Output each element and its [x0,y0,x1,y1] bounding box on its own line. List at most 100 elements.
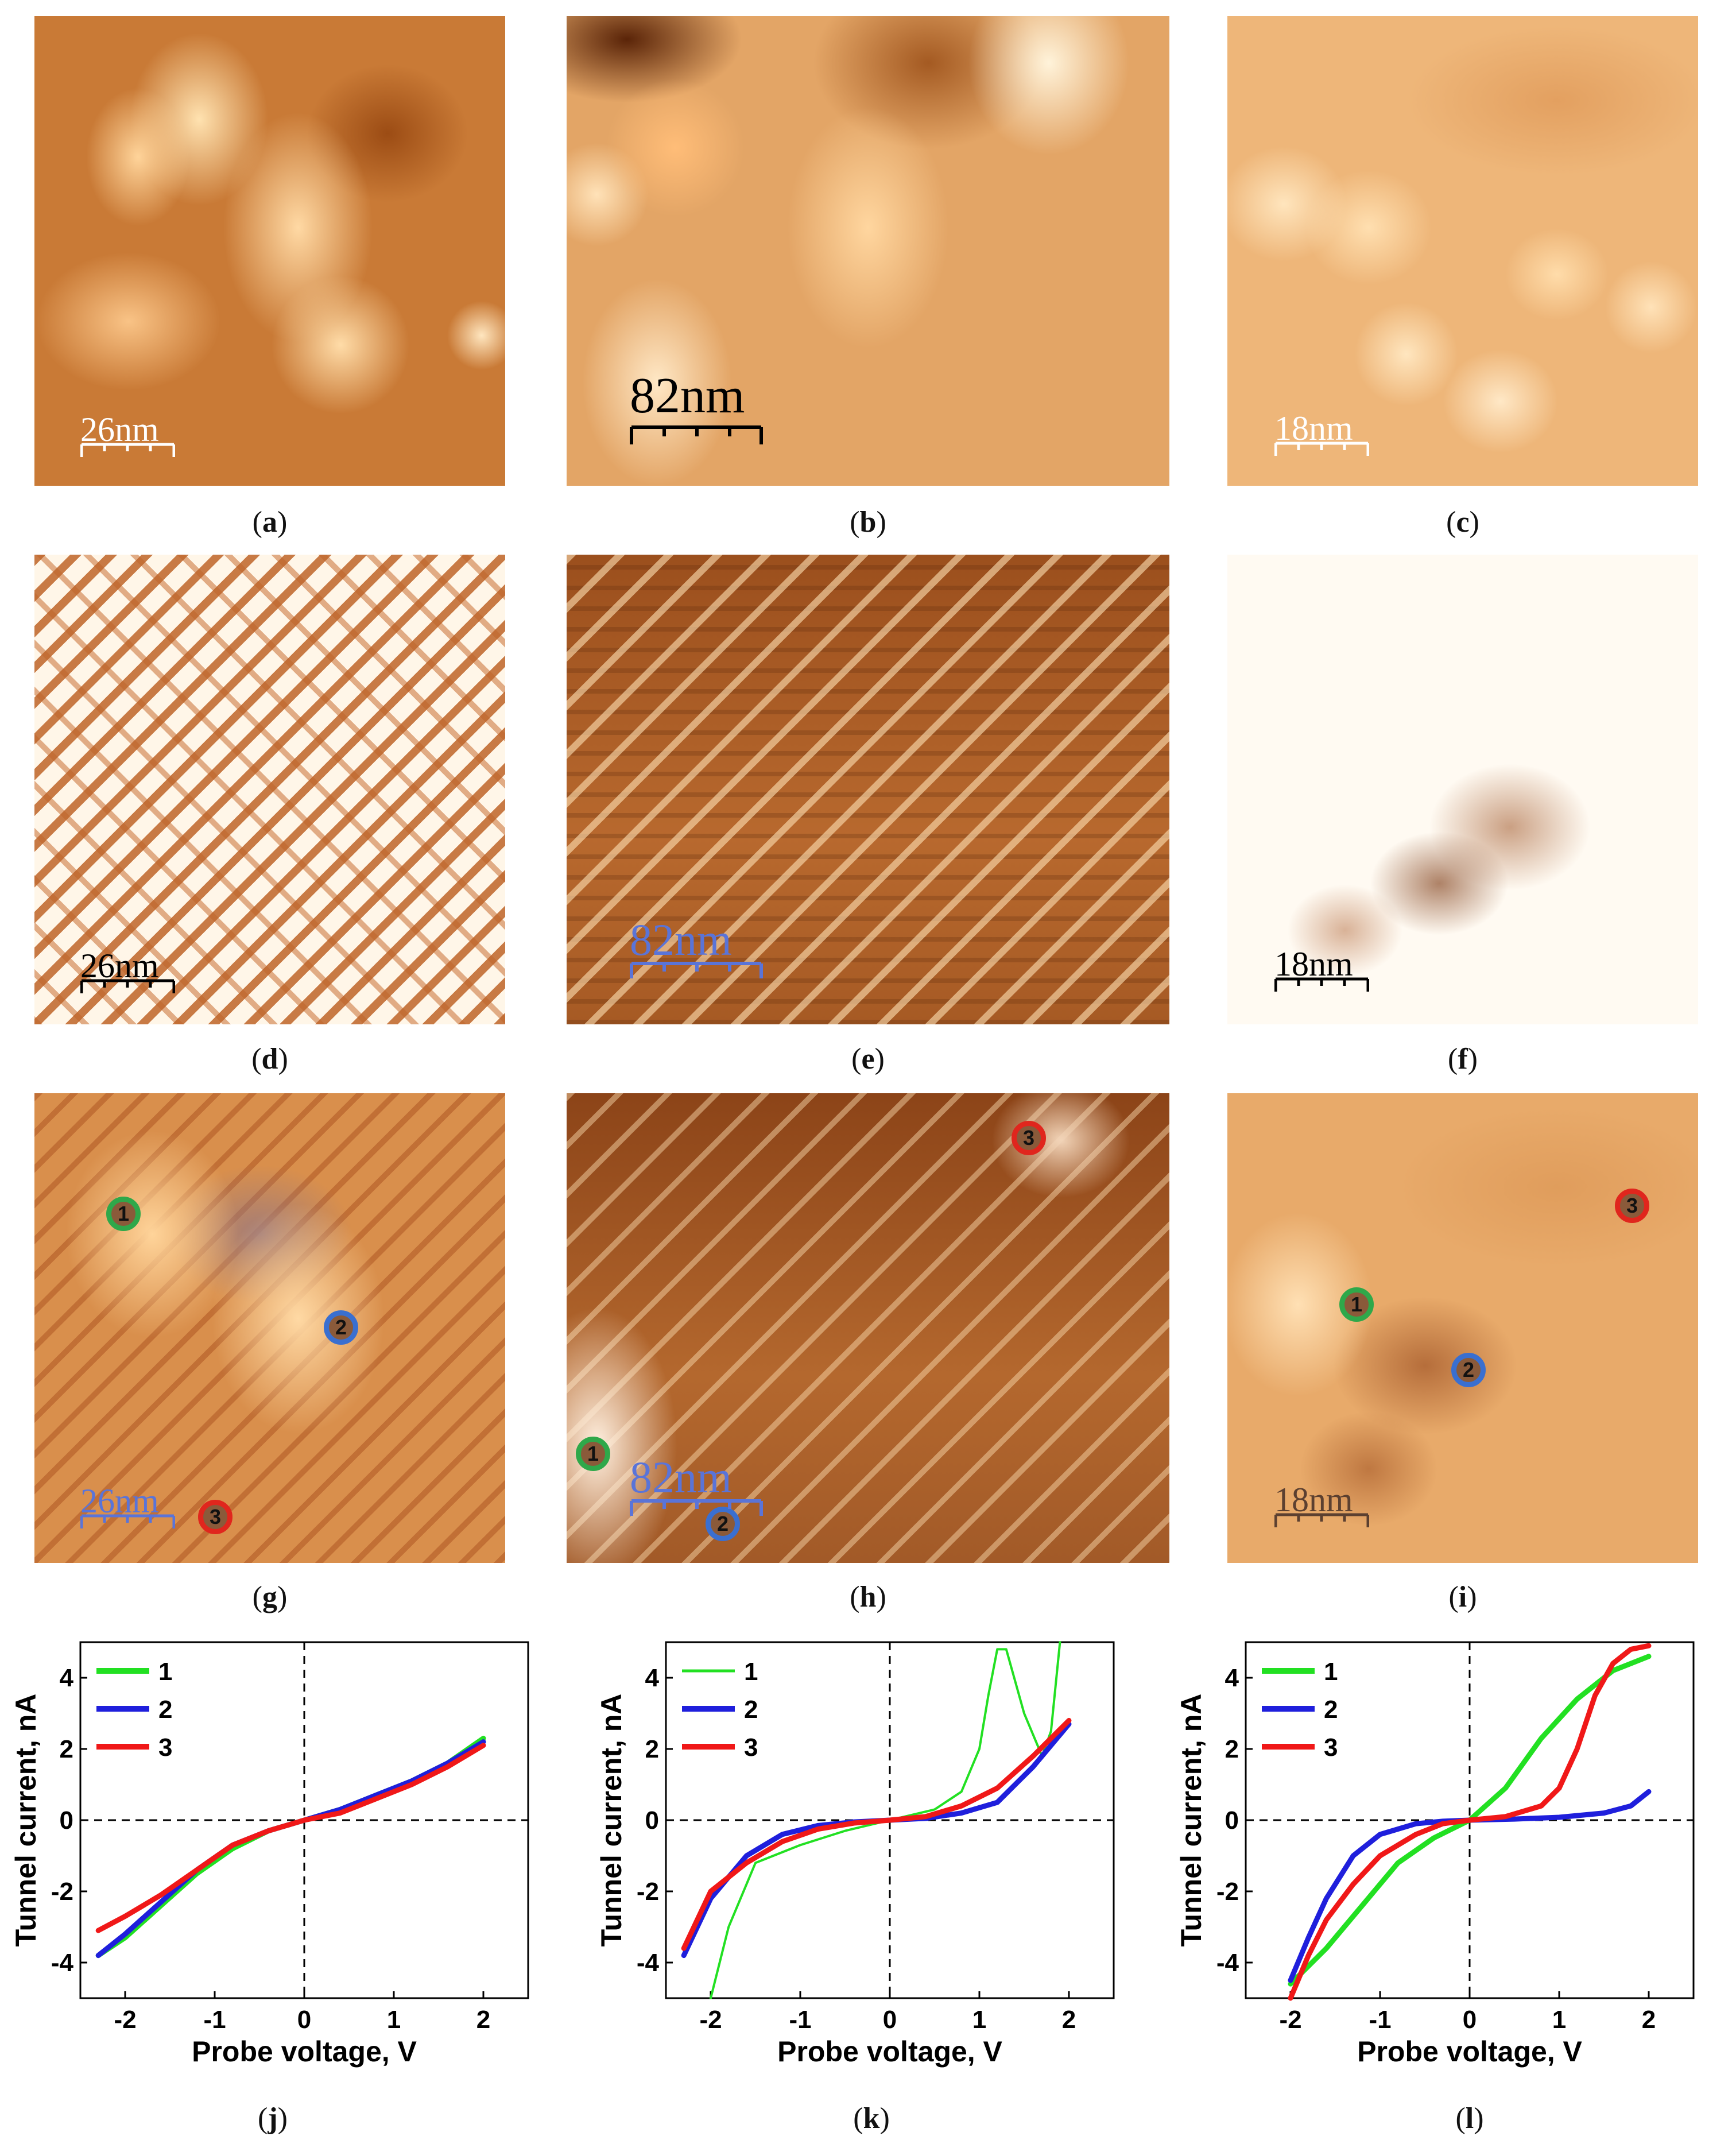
chart-j-xtick-label-2: 0 [297,2006,311,2034]
iv-plot-k: -2 -1 0 1 2 -4 -2 0 2 4 Probe voltage, V Tunnel cur… [595,1641,1115,2068]
chart-j-xtick-label-3: 1 [387,2006,401,2034]
scalebar-i: 18nm [1274,1483,1369,1528]
chart-j-xtick-label-4: 2 [476,2006,490,2034]
chart-j-xtick-label-0: -2 [114,2006,136,2034]
chart-k-legend-label-1: 1 [744,1658,758,1686]
marker-i-3: 3 [1615,1189,1649,1223]
chart-l-xtick-label-3: 1 [1552,2006,1566,2034]
marker-h-1: 1 [576,1437,610,1471]
chart-k-xtick-label-0: -2 [699,2006,722,2034]
marker-h-2: 2 [706,1507,740,1541]
caption-a: (a) [252,506,288,539]
scalebar-b: 82nm [630,371,763,446]
scalebar-ruler-h [630,1499,763,1516]
caption-c: (c) [1446,506,1479,539]
caption-l: (l) [1455,2102,1484,2135]
scalebar-label-a: 26nm [80,411,159,448]
chart-j-legend-label-1: 1 [158,1658,172,1686]
scalebar-f: 18nm [1274,947,1369,993]
chart-k-xtick-label-3: 1 [972,2006,986,2034]
image-panel-h: 1 2 3 82nm [567,1093,1169,1563]
chart-k-ytick-label-4: 4 [645,1664,660,1692]
chart-l-xtick-label-0: -2 [1279,2006,1301,2034]
image-panel-g: 1 2 3 26nm [34,1093,505,1563]
chart-j-legend-label-3: 3 [158,1733,172,1762]
scalebar-ruler-c [1274,442,1369,456]
scalebar-ruler-i [1274,1513,1369,1527]
scalebar-ruler-f [1274,977,1369,992]
chart-k-ytick-label-3: 2 [645,1735,659,1763]
chart-j-xlabel: Probe voltage, V [192,2035,417,2068]
chart-l-xtick-label-1: -1 [1369,2006,1391,2034]
chart-j-ylabel: Tunnel current, nA [10,1694,42,1947]
scalebar-ruler-g [80,1514,175,1528]
chart-k-series-2-line [681,1721,1072,1959]
chart-l-ytick-label-3: 2 [1225,1735,1239,1763]
chart-j-series-3-line [95,1743,486,1933]
scalebar-ruler-d [80,979,175,993]
marker-i-1: 1 [1339,1287,1374,1322]
chart-l-legend-label-2: 2 [1324,1696,1338,1724]
scalebar-label-c: 18nm [1274,409,1353,447]
scalebar-ruler-b [630,425,763,444]
chart-j-ytick-label-0: -4 [51,1949,74,1977]
iv-plot-l: -2 -1 0 1 2 -4 -2 0 2 4 Probe voltage, V Tunnel cur… [1175,1641,1695,2068]
image-panel-e: 82nm [567,555,1169,1024]
caption-j: (j) [258,2102,288,2135]
chart-k-ytick-label-1: -2 [637,1878,659,1906]
marker-i-2: 2 [1451,1353,1486,1387]
chart-l-xtick-label-4: 2 [1642,2006,1656,2034]
iv-plot-j: -2 -1 0 1 2 -4 -2 0 2 4 Probe voltage, V Tunnel cur… [10,1641,529,2068]
marker-g-3: 3 [198,1500,232,1534]
caption-b: (b) [850,506,886,539]
scalebar-d: 26nm [80,949,175,994]
caption-k: (k) [853,2102,890,2135]
scalebar-label-i: 18nm [1274,1481,1353,1519]
chart-k-legend-label-2: 2 [744,1696,758,1724]
caption-g: (g) [252,1581,288,1613]
scalebar-h: 82nm [630,1455,763,1517]
chart-l-ytick-label-2: 0 [1225,1806,1239,1835]
scalebar-label-g: 26nm [80,1482,159,1520]
chart-j-ytick-label-1: -2 [51,1878,73,1906]
chart-l-ytick-label-0: -4 [1216,1949,1239,1977]
scalebar-label-f: 18nm [1274,945,1353,983]
image-panel-f: 18nm [1227,555,1698,1024]
image-panel-i: 1 2 3 18nm [1227,1093,1698,1563]
image-panel-d: 26nm [34,555,505,1024]
scalebar-label-b: 82nm [630,368,745,424]
chart-k-xtick-label-1: -1 [789,2006,811,2034]
chart-k-legend-label-3: 3 [744,1733,758,1762]
caption-h: (h) [850,1581,886,1613]
scalebar-label-d: 26nm [80,947,159,985]
chart-k-xlabel: Probe voltage, V [777,2035,1002,2068]
chart-k-xtick-label-4: 2 [1062,2006,1076,2034]
scalebar-label-e: 82nm [630,915,732,965]
scalebar-g: 26nm [80,1484,175,1530]
chart-l-series-3-line [1288,1643,1652,2001]
chart-j-series-1-line [95,1735,486,1959]
scalebar-label-h: 82nm [630,1452,732,1502]
caption-e: (e) [851,1043,885,1075]
chart-l-ytick-label-4: 4 [1225,1664,1239,1692]
chart-k-series-1-line [710,1641,1061,1999]
scalebar-a: 26nm [80,412,175,458]
chart-j-xtick-label-1: -1 [203,2006,226,2034]
caption-i: (i) [1448,1581,1477,1613]
chart-l-legend-label-1: 1 [1324,1658,1338,1686]
chart-k-xtick-label-2: 0 [883,2006,897,2034]
image-panel-c: 18nm [1227,16,1698,486]
scalebar-e: 82nm [630,918,763,980]
chart-l-ylabel: Tunnel current, nA [1175,1694,1207,1947]
chart-l-ytick-label-1: -2 [1216,1878,1239,1906]
caption-d: (d) [251,1043,288,1075]
chart-l-legend-label-3: 3 [1324,1733,1338,1762]
image-panel-b: 82nm [567,16,1169,486]
scalebar-ruler-a [80,443,175,457]
marker-h-3: 3 [1012,1121,1046,1155]
chart-j-legend-label-2: 2 [158,1696,172,1724]
caption-f: (f) [1448,1043,1478,1075]
chart-k-ytick-label-0: -4 [637,1949,660,1977]
chart-j-ytick-label-3: 2 [60,1735,73,1763]
chart-j-ytick-label-2: 0 [60,1806,73,1835]
